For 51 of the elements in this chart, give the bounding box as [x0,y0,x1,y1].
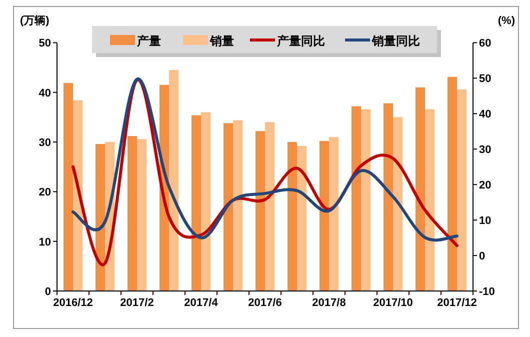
bar [329,137,338,291]
y-tick-label: 10 [38,236,51,248]
legend-label: 销量同比 [371,34,420,48]
bar [96,144,105,291]
bar [448,76,457,291]
y-tick-label: 20 [38,186,51,199]
y-tick-label: 50 [38,38,51,50]
bar [64,82,73,291]
bar [128,136,137,291]
x-tick-label: 2017/10 [373,297,413,309]
x-tick-label: 2017/8 [312,297,346,309]
bar [137,139,146,291]
bar [265,122,274,291]
y2-tick-label: 20 [479,180,492,192]
bar [416,87,425,291]
bar [73,100,82,291]
bar [288,142,297,291]
y2-axis-title: (%) [498,15,516,27]
legend-label: 产量同比 [276,34,325,48]
y-tick-label: 40 [38,87,51,100]
bar [192,115,201,291]
y2-tick-label: -10 [479,286,495,298]
bar [384,103,393,291]
bar [352,106,361,291]
y2-tick-label: 0 [479,250,486,263]
y2-tick-label: 50 [479,73,492,86]
x-tick-label: 2016/12 [53,297,93,309]
y2-tick-label: 60 [479,38,492,50]
legend-label: 产量 [136,34,161,48]
y-tick-label: 30 [38,137,51,150]
bar [393,117,402,291]
bar [297,146,306,291]
bar [256,131,265,291]
y2-tick-label: 10 [479,215,492,228]
y-axis-title: (万辆) [20,14,50,27]
bar [457,89,466,291]
x-tick-label: 2017/4 [184,297,219,309]
bar [320,141,329,291]
legend-label: 销量 [209,34,234,48]
y2-tick-label: 40 [479,108,492,121]
bar [233,120,242,291]
y2-tick-label: 30 [479,144,492,156]
bar [361,109,370,291]
bar [425,109,434,291]
x-tick-label: 2017/12 [437,297,477,309]
x-tick-label: 2017/6 [248,297,282,309]
bar [224,123,233,291]
bar [169,70,178,291]
x-tick-label: 2017/2 [120,297,154,309]
bar [201,112,210,291]
y-tick-label: 0 [44,286,51,298]
